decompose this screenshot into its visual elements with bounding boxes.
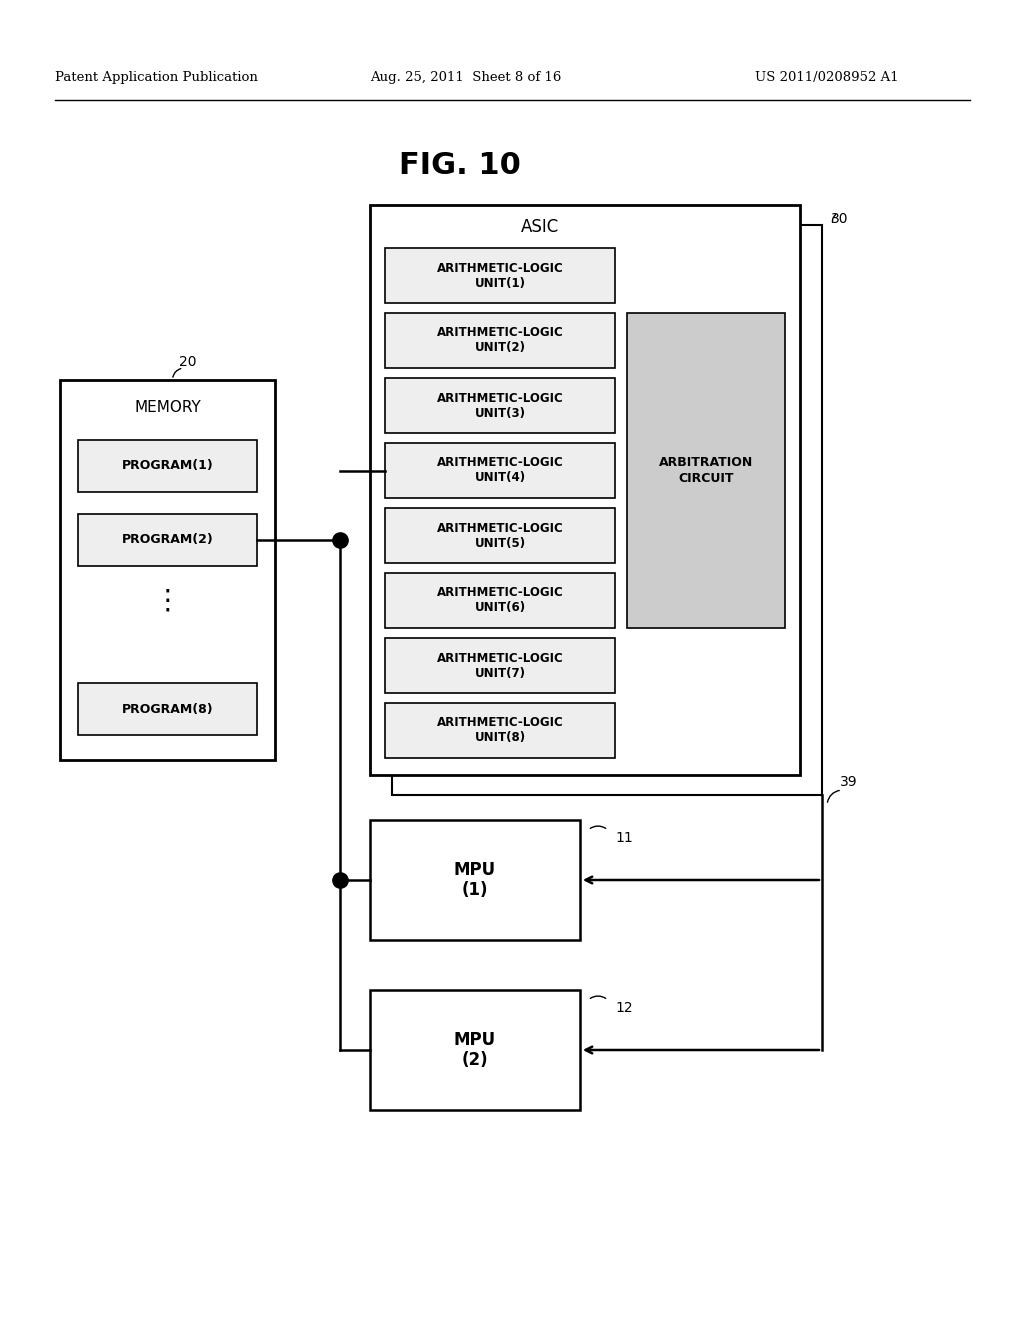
Bar: [627, 313, 785, 628]
Bar: [385, 378, 615, 433]
Bar: [385, 444, 615, 498]
Text: MEMORY: MEMORY: [134, 400, 201, 416]
Bar: [370, 205, 800, 775]
Text: PROGRAM(8): PROGRAM(8): [122, 702, 213, 715]
Bar: [370, 820, 580, 940]
Text: Aug. 25, 2011  Sheet 8 of 16: Aug. 25, 2011 Sheet 8 of 16: [370, 71, 561, 84]
Text: ARBITRATION
CIRCUIT: ARBITRATION CIRCUIT: [658, 457, 753, 484]
Text: 11: 11: [615, 832, 633, 845]
Text: PROGRAM(1): PROGRAM(1): [122, 459, 213, 473]
Text: PROGRAM(2): PROGRAM(2): [122, 533, 213, 546]
Text: 20: 20: [179, 355, 197, 370]
Text: ARITHMETIC-LOGIC
UNIT(3): ARITHMETIC-LOGIC UNIT(3): [436, 392, 563, 420]
Text: Patent Application Publication: Patent Application Publication: [55, 71, 258, 84]
Bar: [392, 224, 822, 795]
Text: ⋮: ⋮: [154, 587, 181, 615]
Text: FIG. 10: FIG. 10: [399, 150, 521, 180]
Bar: [78, 440, 257, 492]
Text: MPU
(2): MPU (2): [454, 1031, 496, 1069]
Text: ARITHMETIC-LOGIC
UNIT(6): ARITHMETIC-LOGIC UNIT(6): [436, 586, 563, 615]
Text: ARITHMETIC-LOGIC
UNIT(1): ARITHMETIC-LOGIC UNIT(1): [436, 261, 563, 289]
Bar: [370, 990, 580, 1110]
Text: ARITHMETIC-LOGIC
UNIT(7): ARITHMETIC-LOGIC UNIT(7): [436, 652, 563, 680]
Bar: [385, 704, 615, 758]
Bar: [385, 313, 615, 368]
Text: 39: 39: [840, 775, 858, 789]
Text: US 2011/0208952 A1: US 2011/0208952 A1: [755, 71, 899, 84]
Bar: [60, 380, 275, 760]
Bar: [385, 638, 615, 693]
Bar: [385, 573, 615, 628]
Text: MPU
(1): MPU (1): [454, 861, 496, 899]
Bar: [385, 508, 615, 564]
Bar: [78, 513, 257, 566]
Text: ASIC: ASIC: [521, 218, 559, 236]
Bar: [385, 248, 615, 304]
Text: ARITHMETIC-LOGIC
UNIT(4): ARITHMETIC-LOGIC UNIT(4): [436, 457, 563, 484]
Text: ARITHMETIC-LOGIC
UNIT(8): ARITHMETIC-LOGIC UNIT(8): [436, 717, 563, 744]
Text: 12: 12: [615, 1001, 633, 1015]
Text: ARITHMETIC-LOGIC
UNIT(2): ARITHMETIC-LOGIC UNIT(2): [436, 326, 563, 355]
Text: ARITHMETIC-LOGIC
UNIT(5): ARITHMETIC-LOGIC UNIT(5): [436, 521, 563, 549]
Text: 30: 30: [831, 213, 849, 226]
Bar: [78, 682, 257, 735]
